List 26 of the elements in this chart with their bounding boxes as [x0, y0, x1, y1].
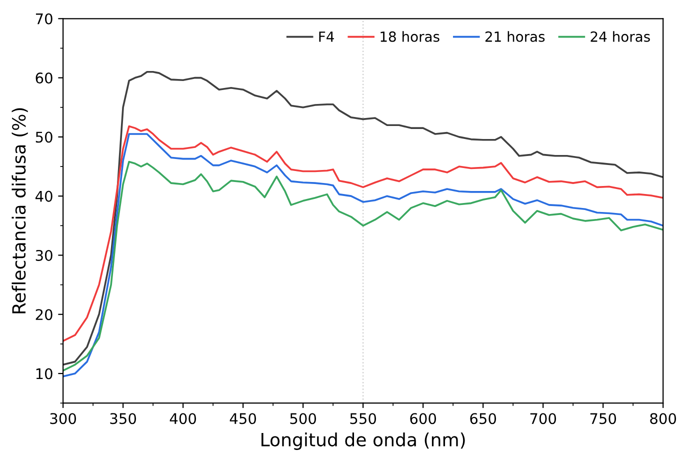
x-tick-label: 700: [530, 413, 556, 424]
x-tick-label: 350: [110, 413, 136, 424]
line-series: [63, 70, 664, 366]
x-tick-label: 300: [50, 413, 76, 424]
legend-label: 18 horas: [380, 31, 440, 42]
y-axis-title: Reflectancia difusa (%): [12, 108, 28, 314]
legend-label: 21 horas: [485, 31, 545, 42]
x-tick-label: 450: [230, 413, 256, 424]
y-tick-label: 40: [35, 190, 52, 202]
x-tick-label: 750: [590, 413, 616, 424]
y-tick-label: 50: [36, 132, 52, 143]
y-tick-label: 10: [36, 368, 52, 380]
x-axis-title: Longitud de onda (nm): [262, 432, 465, 450]
x-tick-label: 500: [290, 413, 316, 424]
x-tick-label: 550: [350, 413, 376, 424]
x-tick-label: 800: [650, 413, 676, 424]
legend-label: 24 horas: [590, 31, 650, 42]
x-tick-label: 650: [470, 413, 496, 424]
y-tick-label: 20: [36, 309, 52, 320]
y-tick-label: 60: [36, 72, 52, 84]
y-tick-label: 70: [36, 13, 52, 24]
legend-label: F4: [319, 32, 334, 42]
line-series: [63, 125, 664, 342]
x-tick-label: 400: [170, 413, 196, 424]
y-tick-label: 30: [36, 250, 52, 261]
x-tick-label: 600: [410, 413, 436, 424]
